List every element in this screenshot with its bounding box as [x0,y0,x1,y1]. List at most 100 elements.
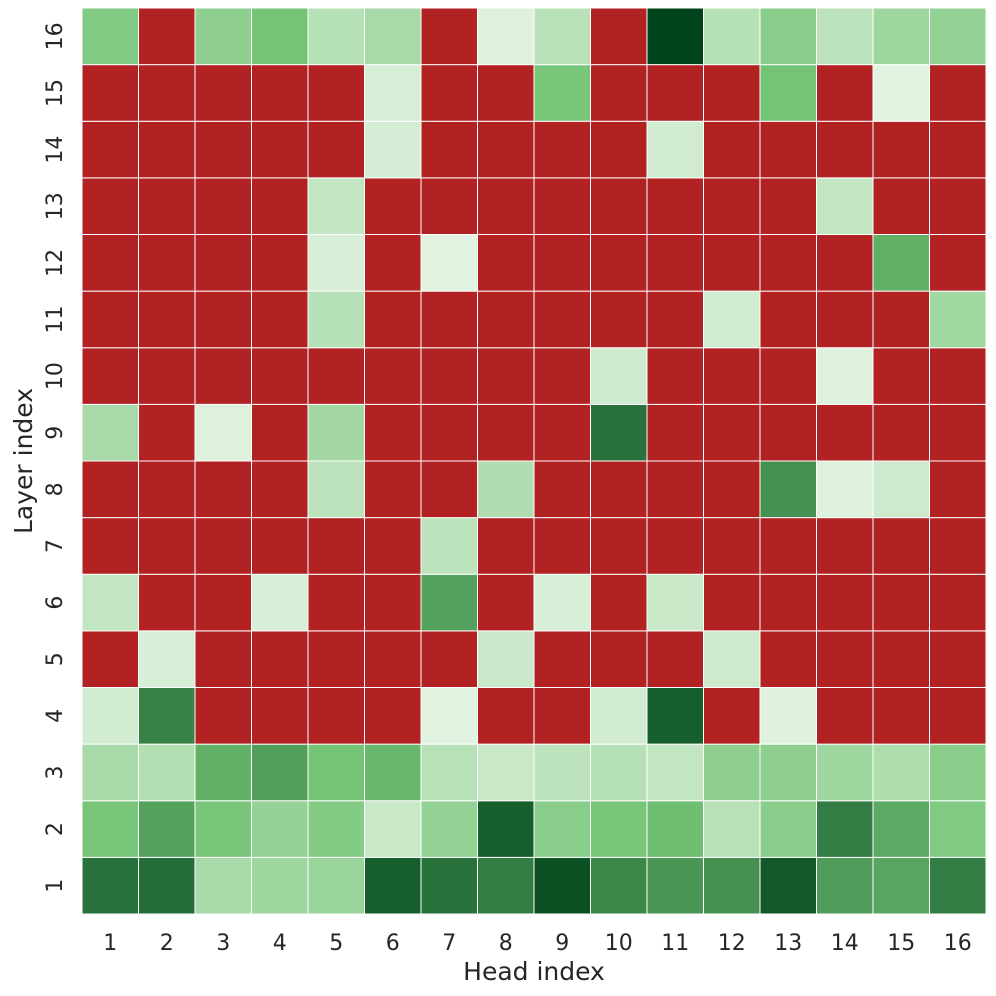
heatmap-cell-layer9-head13 [759,403,817,462]
heatmap-cell-layer5-head6 [364,630,422,688]
heatmap-cell-layer16-head16 [929,7,987,66]
heatmap-cell-layer6-head1 [81,573,139,632]
heatmap-cell-layer5-head3 [194,630,252,688]
y-axis-label: Layer index [9,388,38,534]
heatmap-cell-layer9-head6 [364,403,422,462]
heatmap-cell-layer13-head13 [759,177,817,235]
heatmap-cell-layer2-head11 [646,800,704,858]
heatmap-cell-layer11-head5 [307,290,365,349]
heatmap-cell-layer9-head12 [703,403,761,462]
heatmap-cell-layer14-head8 [477,120,535,179]
heatmap-cell-layer1-head4 [251,856,309,915]
heatmap-cell-layer8-head2 [138,460,196,519]
heatmap-cell-layer6-head7 [420,573,478,632]
heatmap-cell-layer6-head3 [194,573,252,632]
heatmap-cell-layer6-head14 [816,573,874,632]
heatmap-cell-layer11-head14 [816,290,874,349]
heatmap-cell-layer3-head5 [307,743,365,802]
heatmap-cell-layer2-head1 [81,800,139,858]
heatmap-cell-layer13-head4 [251,177,309,235]
heatmap-cell-layer7-head2 [138,517,196,575]
heatmap-cell-layer1-head5 [307,856,365,915]
x-tick-label: 16 [944,931,972,956]
heatmap-cell-layer3-head11 [646,743,704,802]
heatmap-cell-layer16-head3 [194,7,252,66]
heatmap-cell-layer1-head11 [646,856,704,915]
heatmap-cell-layer1-head16 [929,856,987,915]
heatmap-cell-layer14-head16 [929,120,987,179]
heatmap-cell-layer7-head9 [533,517,591,575]
heatmap-cell-layer11-head3 [194,290,252,349]
y-tick-label: 13 [43,192,68,220]
heatmap-cell-layer5-head10 [590,630,648,688]
heatmap-cell-layer5-head2 [138,630,196,688]
heatmap-cell-layer16-head15 [872,7,930,66]
heatmap-cell-layer10-head10 [590,347,648,405]
heatmap-cell-layer4-head10 [590,687,648,745]
heatmap-cell-layer2-head16 [929,800,987,858]
heatmap-cell-layer13-head5 [307,177,365,235]
y-tick-label: 3 [43,765,68,779]
heatmap-cell-layer12-head8 [477,234,535,292]
x-tick-labels: 1 2 3 4 5 6 7 8 9 10 11 12 13 14 15 16 [103,931,972,956]
heatmap-cell-layer2-head3 [194,800,252,858]
heatmap-cell-layer12-head6 [364,234,422,292]
heatmap-cell-layer15-head14 [816,64,874,122]
heatmap-cell-layer1-head6 [364,856,422,915]
heatmap-cell-layer5-head8 [477,630,535,688]
heatmap-cell-layer15-head6 [364,64,422,122]
heatmap-cell-layer15-head13 [759,64,817,122]
heatmap-cell-layer2-head2 [138,800,196,858]
heatmap-cell-layer16-head9 [533,7,591,66]
heatmap-cell-layer7-head16 [929,517,987,575]
heatmap-cell-layer16-head1 [81,7,139,66]
heatmap-cell-layer2-head12 [703,800,761,858]
y-tick-label: 8 [43,482,68,496]
heatmap-cell-layer7-head10 [590,517,648,575]
heatmap-cell-layer8-head10 [590,460,648,519]
heatmap-cell-layer14-head5 [307,120,365,179]
heatmap-cell-layer7-head14 [816,517,874,575]
heatmap-cell-layer9-head11 [646,403,704,462]
heatmap-cell-layer14-head11 [646,120,704,179]
heatmap-cell-layer11-head10 [590,290,648,349]
heatmap-cell-layer3-head16 [929,743,987,802]
heatmap-cell-layer12-head10 [590,234,648,292]
heatmap-cell-layer2-head5 [307,800,365,858]
heatmap-cell-layer12-head7 [420,234,478,292]
y-tick-label: 2 [43,822,68,836]
heatmap-cell-layer15-head1 [81,64,139,122]
heatmap-cell-layer1-head1 [81,856,139,915]
heatmap-cell-layer16-head4 [251,7,309,66]
heatmap-cell-layer1-head12 [703,856,761,915]
x-tick-label: 2 [160,931,174,956]
heatmap-cell-layer7-head3 [194,517,252,575]
heatmap-cell-layer14-head7 [420,120,478,179]
heatmap-cell-layer11-head11 [646,290,704,349]
heatmap-cell-layer8-head1 [81,460,139,519]
heatmap-cell-layer16-head12 [703,7,761,66]
heatmap-cell-layer6-head11 [646,573,704,632]
heatmap-cell-layer10-head6 [364,347,422,405]
heatmap-cells [81,7,987,915]
heatmap-cell-layer1-head15 [872,856,930,915]
heatmap-cell-layer12-head15 [872,234,930,292]
heatmap-cell-layer9-head15 [872,403,930,462]
heatmap-cell-layer5-head4 [251,630,309,688]
heatmap-cell-layer9-head2 [138,403,196,462]
heatmap-cell-layer15-head5 [307,64,365,122]
heatmap-cell-layer5-head13 [759,630,817,688]
heatmap-cell-layer8-head11 [646,460,704,519]
heatmap-cell-layer12-head9 [533,234,591,292]
x-tick-label: 6 [386,931,400,956]
heatmap-cell-layer15-head4 [251,64,309,122]
x-tick-label: 3 [216,931,230,956]
heatmap-cell-layer5-head15 [872,630,930,688]
heatmap-cell-layer16-head7 [420,7,478,66]
heatmap-cell-layer5-head16 [929,630,987,688]
heatmap-cell-layer2-head13 [759,800,817,858]
heatmap-cell-layer5-head11 [646,630,704,688]
heatmap-cell-layer13-head9 [533,177,591,235]
heatmap-cell-layer13-head6 [364,177,422,235]
